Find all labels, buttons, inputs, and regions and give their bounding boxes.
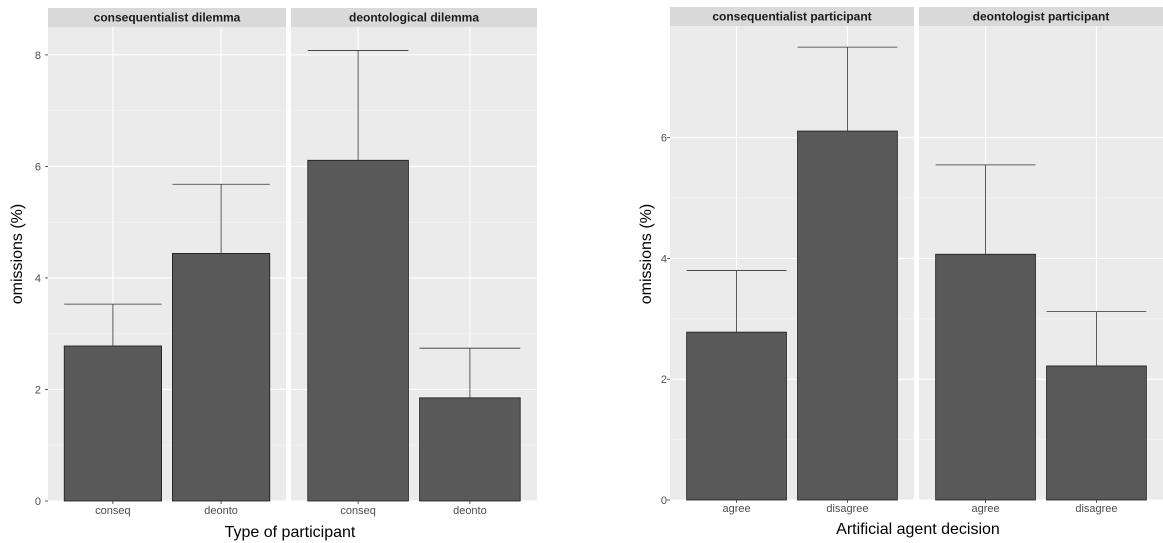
right-facet-1-x-tick-label: agree <box>722 503 750 515</box>
left-facet-2-bar-conseq <box>307 159 409 502</box>
chart-right: agree disagree consequentialist participan… <box>638 7 1163 538</box>
left-facet-1-x-tick-label: deonto <box>204 505 238 517</box>
left-facet-2-strip <box>291 8 537 27</box>
left-facet-1-strip-label: consequentialist dilemma <box>94 11 241 25</box>
left-y-tick-label: 2 <box>35 384 41 396</box>
right-facet-1-strip-label: consequentialist participant <box>712 10 871 24</box>
right-x-axis-title: Artificial agent decision <box>836 521 1000 538</box>
right-y-tick-label: 4 <box>661 253 667 265</box>
right-facet-2-strip-label: deontologist participant <box>973 10 1110 24</box>
right-y-tick-label: 6 <box>661 133 667 145</box>
left-panels: conseq deonto consequentialist dilemma cons… <box>35 8 537 517</box>
right-y-tick-label: 0 <box>661 495 667 507</box>
right-facet-1-strip <box>670 7 914 26</box>
right-facet-2-bar-agree <box>935 253 1036 501</box>
left-facet-2-bar-deonto <box>419 397 521 502</box>
left-facet-2-x-tick-label: conseq <box>340 505 375 517</box>
left-facet-1-bar-deonto <box>172 253 271 502</box>
left-facet-2-strip-label: deontological dilemma <box>349 11 479 25</box>
right-y-axis-title: omissions (%) <box>638 204 655 304</box>
left-y-axis-title: omissions (%) <box>9 204 26 304</box>
left-y-tick-label: 4 <box>35 273 41 285</box>
right-facet-2-bar-disagree <box>1046 365 1147 501</box>
right-facet-2-x-tick-label: agree <box>971 503 999 515</box>
right-facet-1-x-tick-label: disagree <box>826 503 868 515</box>
left-facet-1-strip <box>48 8 286 27</box>
left-y-tick-label: 8 <box>35 50 41 62</box>
chart-left: conseq deonto consequentialist dilemma cons… <box>9 8 537 541</box>
right-facet-2-x-tick-label: disagree <box>1075 503 1117 515</box>
right-facet-1-bar-agree <box>686 331 787 501</box>
left-x-axis-title: Type of participant <box>225 524 356 541</box>
right-facet-2-strip <box>919 7 1163 26</box>
left-facet-2-x-tick-label: deonto <box>453 505 487 517</box>
left-facet-1-x-tick-label: conseq <box>95 505 130 517</box>
right-panels: agree disagree consequentialist participan… <box>661 7 1163 515</box>
left-y-tick-label: 6 <box>35 161 41 173</box>
right-facet-1-bar-disagree <box>797 130 898 501</box>
left-facet-1-bar-conseq <box>63 345 162 502</box>
left-y-tick-label: 0 <box>35 496 41 508</box>
right-y-tick-label: 2 <box>661 374 667 386</box>
